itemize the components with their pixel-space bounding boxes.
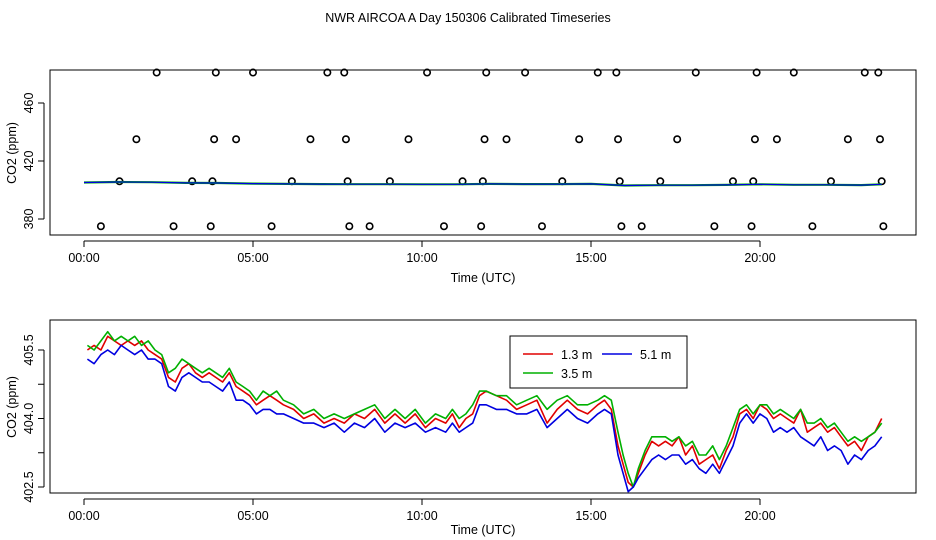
x-axis-label-bottom: Time (UTC) xyxy=(451,523,516,537)
calibration-point xyxy=(211,68,220,77)
calibration-point xyxy=(169,222,178,231)
calibration-point xyxy=(521,68,530,77)
calibration-point xyxy=(617,222,626,231)
calibration-point xyxy=(808,222,817,231)
calibration-point xyxy=(323,68,332,77)
calibration-point xyxy=(341,135,350,144)
calibration-point xyxy=(480,135,489,144)
top-x-tick-label: 05:00 xyxy=(237,251,268,265)
top-x-tick-label: 15:00 xyxy=(575,251,606,265)
plot-frame-bottom xyxy=(49,319,917,494)
co2-series-lines xyxy=(86,330,883,493)
bottom-y-tick-label: 405.5 xyxy=(22,334,36,365)
calibration-point xyxy=(439,222,448,231)
timeseries-overview-line xyxy=(83,180,882,187)
calibration-point xyxy=(365,222,374,231)
legend-label-1-3m: 1.3 m xyxy=(561,348,592,362)
calibration-point xyxy=(423,68,432,77)
calibration-point xyxy=(477,222,486,231)
calibration-point xyxy=(208,177,217,186)
calibration-point xyxy=(789,68,798,77)
calibration-point xyxy=(874,68,883,77)
x-axis-label-top: Time (UTC) xyxy=(451,271,516,285)
calibration-point xyxy=(637,222,646,231)
calibration-point xyxy=(875,135,884,144)
top-y-tick-label: 380 xyxy=(22,209,36,230)
calibration-point xyxy=(249,68,258,77)
calibration-point xyxy=(206,222,215,231)
calibration-marks xyxy=(96,68,888,231)
x-axis-bottom: 00:00 05:00 10:00 15:00 20:00 xyxy=(68,498,776,523)
overview-line-blue xyxy=(83,181,882,187)
top-x-tick-label: 20:00 xyxy=(744,251,775,265)
top-y-tick-label: 420 xyxy=(22,151,36,172)
calibration-point xyxy=(750,135,759,144)
bottom-y-tick-label: 402.5 xyxy=(22,471,36,502)
calibration-point xyxy=(210,135,219,144)
bottom-x-tick-label: 15:00 xyxy=(575,509,606,523)
calibration-point xyxy=(152,68,161,77)
y-axis-top: 380 420 460 xyxy=(22,93,45,230)
bottom-x-tick-label: 05:00 xyxy=(237,509,268,523)
bottom-x-tick-label: 20:00 xyxy=(744,509,775,523)
co2-levels-panel: 00:00 05:00 10:00 15:00 20:00 402.5 404.0 405.… xyxy=(5,319,917,537)
bottom-y-tick-label: 404.0 xyxy=(22,403,36,434)
calibration-point xyxy=(772,135,781,144)
calibration-point xyxy=(593,68,602,77)
calibration-point xyxy=(728,177,737,186)
calibration-point xyxy=(404,135,413,144)
y-axis-label-top: CO2 (ppm) xyxy=(5,122,19,184)
calibration-point xyxy=(575,135,584,144)
calibration-point xyxy=(612,68,621,77)
y-axis-label-bottom: CO2 (ppm) xyxy=(5,376,19,438)
calibration-point xyxy=(879,222,888,231)
calibration-point xyxy=(752,68,761,77)
legend-label-5-1m: 5.1 m xyxy=(640,348,671,362)
top-x-tick-label: 00:00 xyxy=(68,251,99,265)
calibration-point xyxy=(502,135,511,144)
x-axis-top: 00:00 05:00 10:00 15:00 20:00 xyxy=(68,240,776,265)
calibration-panel: 00:00 05:00 10:00 15:00 20:00 380 420 460 Time… xyxy=(5,68,917,285)
bottom-x-tick-label: 00:00 xyxy=(68,509,99,523)
chart-title: NWR AIRCOA A Day 150306 Calibrated Times… xyxy=(325,11,611,25)
legend: 1.3 m 5.1 m 3.5 m xyxy=(509,335,688,389)
calibration-point xyxy=(843,135,852,144)
calibration-point xyxy=(691,68,700,77)
series-line-series-1-3 xyxy=(86,335,883,488)
calibration-point xyxy=(188,177,197,186)
calibration-point xyxy=(345,222,354,231)
top-x-tick-label: 10:00 xyxy=(406,251,437,265)
calibration-point xyxy=(232,135,241,144)
series-line-series-5-1 xyxy=(86,344,883,493)
calibration-point xyxy=(132,135,141,144)
calibration-point xyxy=(673,135,682,144)
calibration-point xyxy=(710,222,719,231)
calibration-point xyxy=(860,68,869,77)
calibration-point xyxy=(306,135,315,144)
calibration-point xyxy=(614,135,623,144)
calibration-point xyxy=(267,222,276,231)
calibration-point xyxy=(615,177,624,186)
calibration-point xyxy=(340,68,349,77)
calibration-point xyxy=(747,222,756,231)
calibration-point xyxy=(537,222,546,231)
top-y-tick-label: 460 xyxy=(22,93,36,114)
calibration-point xyxy=(482,68,491,77)
y-axis-bottom: 402.5 404.0 405.5 xyxy=(22,334,45,503)
legend-label-3-5m: 3.5 m xyxy=(561,367,592,381)
plot-frame-top xyxy=(49,69,917,236)
calibration-point xyxy=(656,177,665,186)
series-line-series-3-5 xyxy=(86,330,883,488)
legend-box xyxy=(509,335,688,389)
calibration-point xyxy=(96,222,105,231)
bottom-x-tick-label: 10:00 xyxy=(406,509,437,523)
calibration-point xyxy=(826,177,835,186)
